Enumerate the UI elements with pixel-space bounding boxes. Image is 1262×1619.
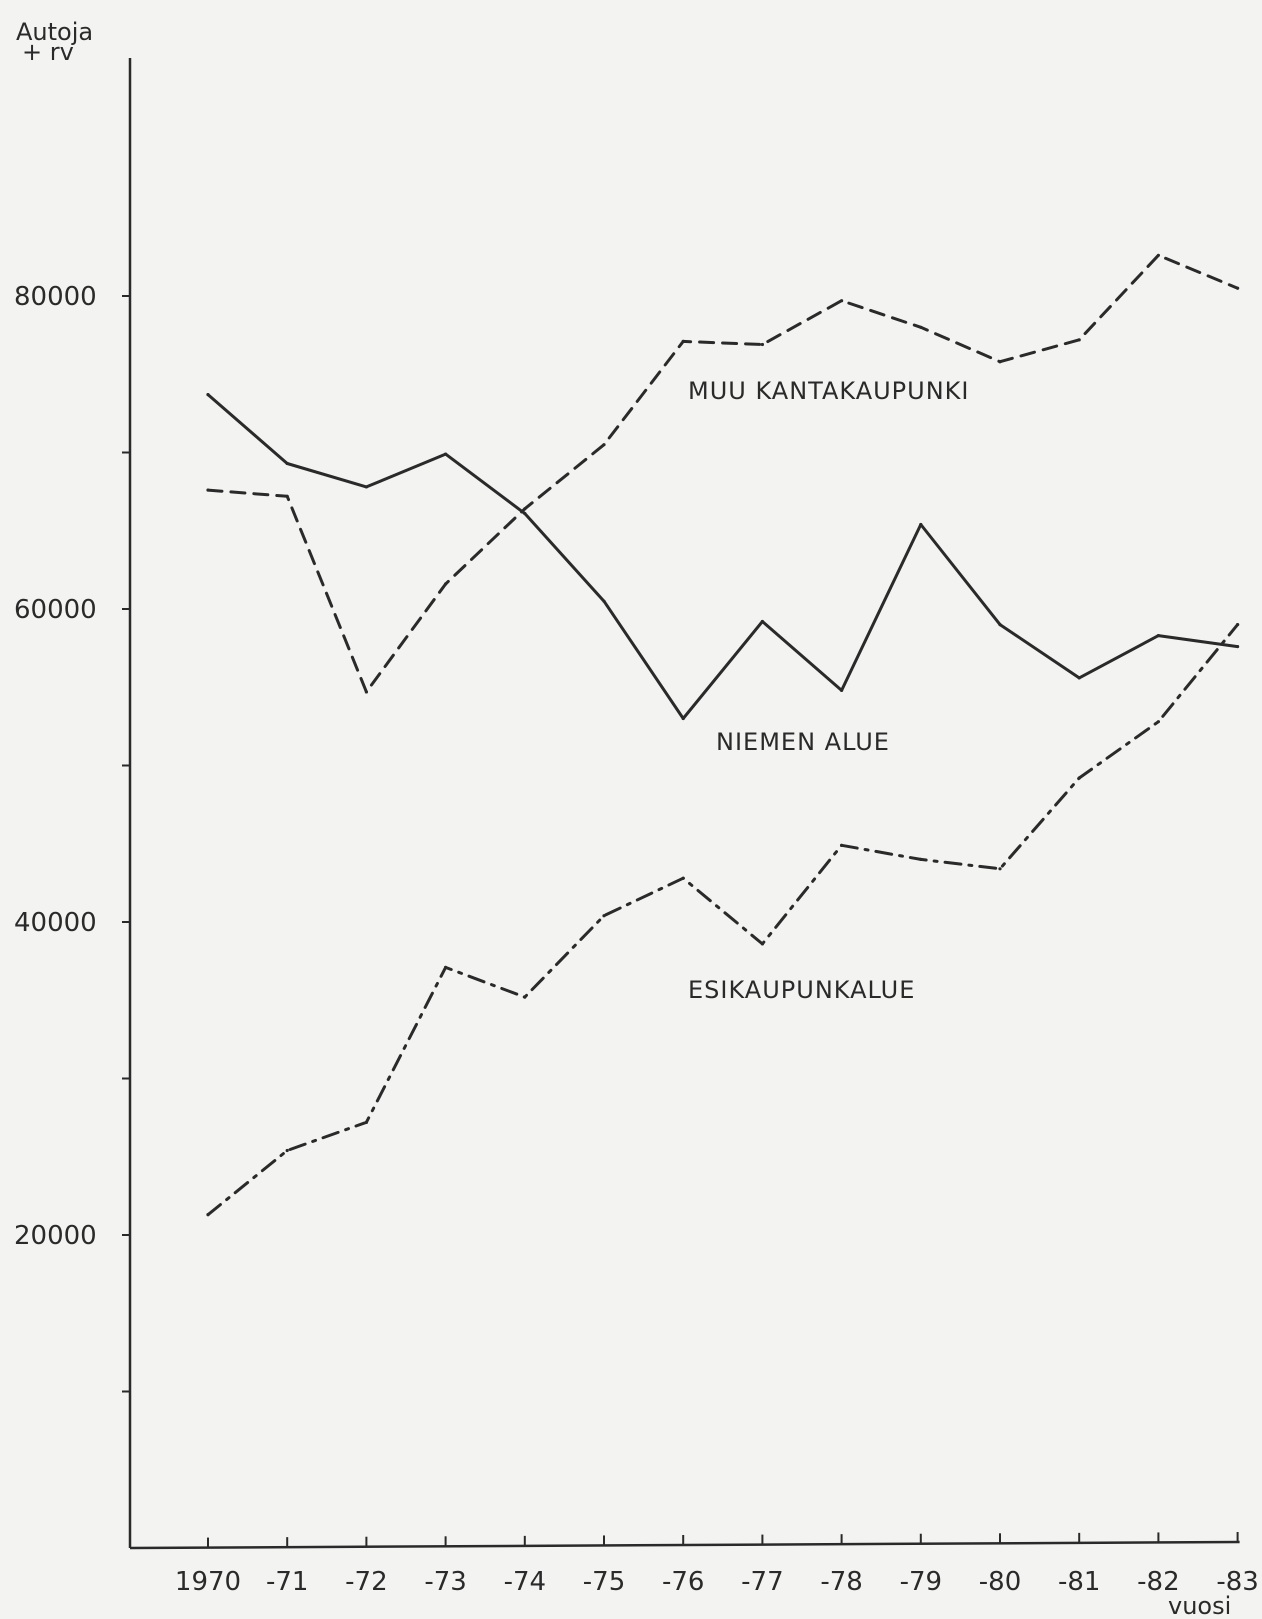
series-2-point bbox=[681, 716, 685, 721]
series-3-point bbox=[681, 876, 685, 880]
series-2-point bbox=[444, 452, 448, 456]
series-2-point bbox=[206, 392, 210, 397]
x-tick-label: -83 bbox=[1216, 1567, 1258, 1597]
series-3-point bbox=[1156, 720, 1160, 724]
series-1-point bbox=[285, 494, 289, 498]
series-1-point bbox=[364, 690, 368, 694]
series-1-point bbox=[444, 582, 448, 586]
series-3-point bbox=[840, 843, 844, 847]
series-2-point bbox=[760, 619, 765, 624]
x-tick-label: -74 bbox=[504, 1567, 546, 1597]
series-label-niemen-alue: NIEMEN ALUE bbox=[716, 728, 890, 756]
series-2-point bbox=[919, 522, 923, 527]
series-2-point bbox=[602, 599, 606, 603]
y-tick-label: 40000 bbox=[14, 908, 97, 938]
series-3-point bbox=[1077, 776, 1081, 780]
x-tick-label: -75 bbox=[583, 1567, 625, 1597]
series-3-point bbox=[206, 1213, 210, 1217]
x-tick-label: -77 bbox=[741, 1567, 783, 1597]
labels-layer: Autoja + rv vuosi MUU KANTAKAUPUNKI NIEM… bbox=[16, 18, 1231, 1619]
series-2-point bbox=[364, 485, 368, 489]
series-line-1 bbox=[206, 253, 1240, 694]
series-2-point bbox=[1077, 676, 1081, 680]
x-tick-label: -80 bbox=[979, 1567, 1021, 1597]
series-1-point bbox=[1236, 286, 1240, 290]
x-tick-label: -72 bbox=[345, 1567, 387, 1597]
y-tick-label: 60000 bbox=[14, 595, 97, 625]
series-2-point bbox=[1236, 644, 1240, 649]
series-label-esikaupunkalue: ESIKAUPUNKALUE bbox=[688, 976, 915, 1004]
x-tick-label: -82 bbox=[1137, 1567, 1179, 1597]
series-1-point bbox=[840, 299, 844, 303]
series-1-point bbox=[681, 339, 685, 343]
x-tick-label: -81 bbox=[1058, 1567, 1100, 1597]
series-2-point bbox=[840, 688, 844, 692]
y-axis-title-line1: Autoja bbox=[16, 18, 93, 46]
series-3-point bbox=[1236, 623, 1240, 627]
x-tick-label: 1970 bbox=[175, 1567, 241, 1597]
series-3-point bbox=[364, 1120, 368, 1124]
x-tick-label: -76 bbox=[662, 1567, 704, 1597]
series-2-point bbox=[285, 461, 289, 466]
series-3-point bbox=[285, 1148, 289, 1153]
series-1-point bbox=[760, 342, 765, 347]
series-2-point bbox=[1156, 634, 1160, 638]
series-layer bbox=[206, 253, 1240, 1217]
series-label-muu-kantakaupunki: MUU KANTAKAUPUNKI bbox=[688, 377, 969, 405]
series-1-point bbox=[998, 360, 1002, 364]
series-3-point bbox=[760, 942, 765, 946]
series-2-point bbox=[523, 511, 527, 516]
x-tick-label: -71 bbox=[266, 1567, 308, 1597]
series-1-point bbox=[1077, 338, 1081, 342]
series-line-3 bbox=[206, 623, 1240, 1217]
series-1-point bbox=[602, 443, 606, 447]
axes: 20000 40000 60000 80000 1970 -71 -72 -73 -74 -75 -… bbox=[14, 58, 1259, 1597]
series-1-point bbox=[919, 325, 923, 329]
series-1-point bbox=[523, 507, 527, 511]
series-3-point bbox=[523, 995, 527, 999]
y-tick-label: 20000 bbox=[14, 1221, 97, 1251]
y-axis-title-line2: + rv bbox=[22, 38, 74, 66]
x-axis-title: vuosi bbox=[1168, 1592, 1231, 1619]
series-2-point bbox=[998, 623, 1002, 627]
x-tick-label: -73 bbox=[424, 1567, 466, 1597]
x-tick-label: -79 bbox=[900, 1567, 942, 1597]
series-1-point bbox=[1156, 253, 1160, 257]
series-3-point bbox=[444, 965, 448, 969]
series-1-point bbox=[206, 488, 210, 492]
series-3-point bbox=[919, 857, 923, 862]
series-3-point bbox=[998, 867, 1002, 871]
x-axis-line bbox=[129, 1540, 1240, 1550]
x-tick-label: -78 bbox=[820, 1567, 862, 1597]
y-tick-label: 80000 bbox=[14, 282, 97, 312]
series-3-point bbox=[602, 914, 606, 918]
series-line-2 bbox=[206, 393, 1240, 720]
